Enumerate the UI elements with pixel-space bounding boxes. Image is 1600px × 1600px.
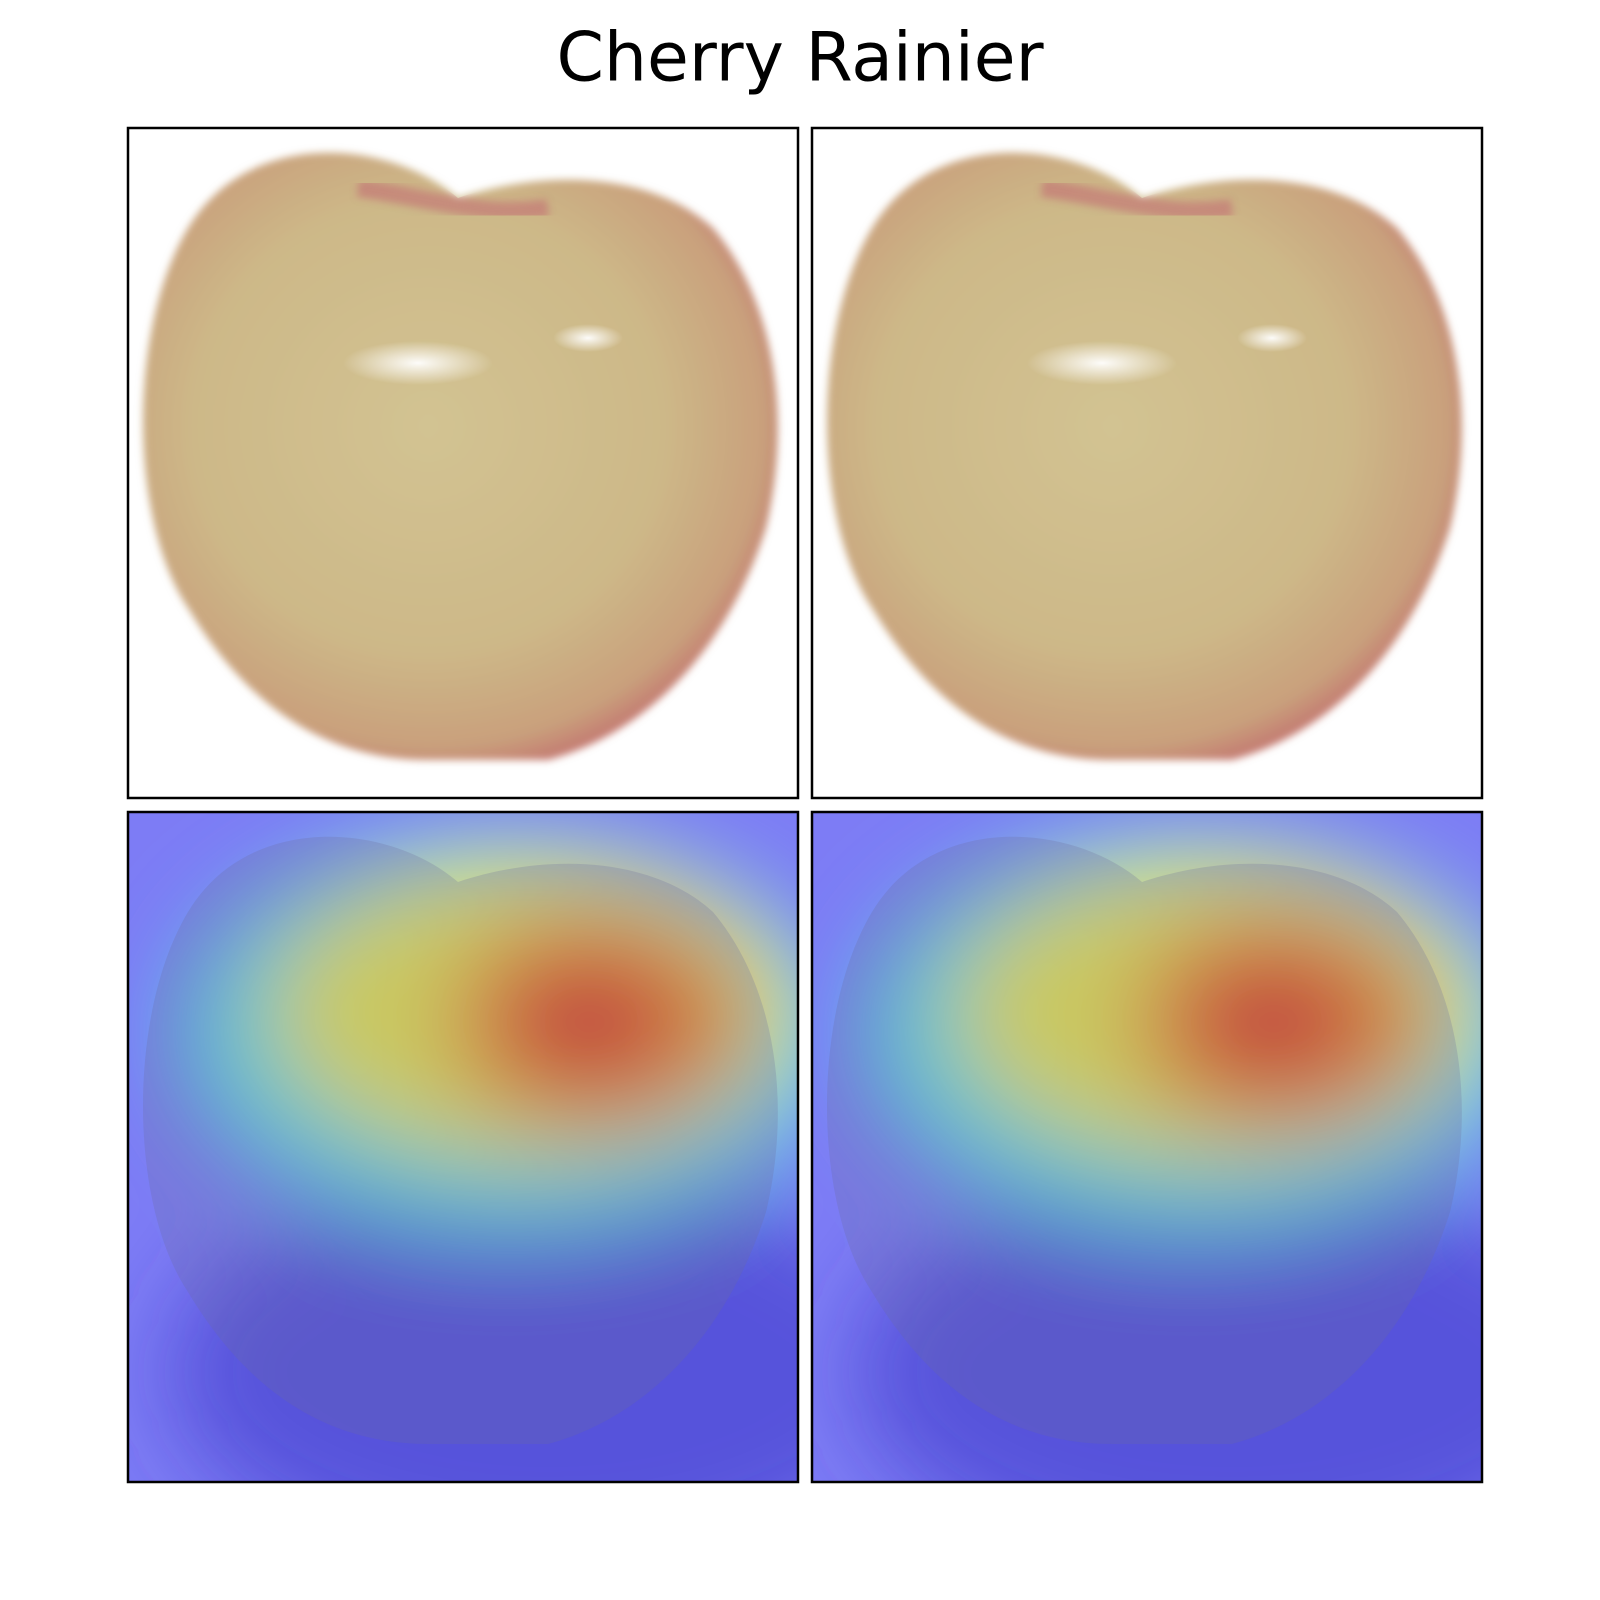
title: Cherry Rainier <box>556 19 1043 98</box>
original-image-1 <box>128 128 798 798</box>
heatmap-1 <box>126 810 928 1572</box>
original-image-2 <box>812 128 1482 798</box>
heatmap-2 <box>810 810 1600 1572</box>
